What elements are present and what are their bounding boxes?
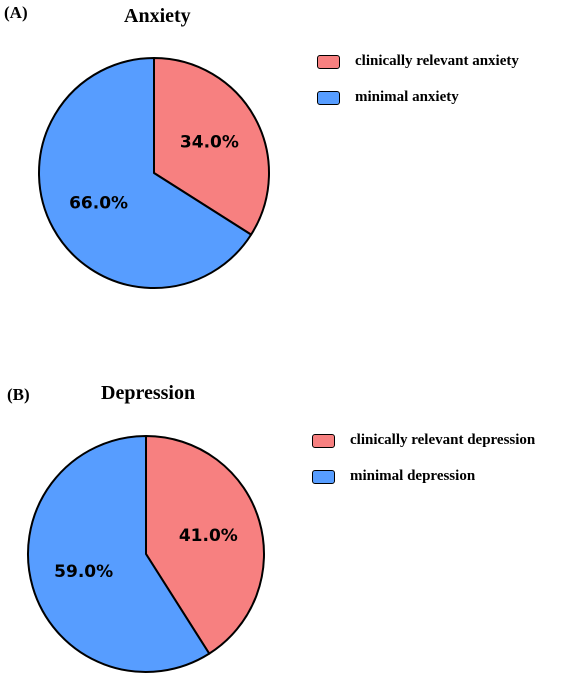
legend-swatch xyxy=(317,54,340,69)
slice-percent-label: 41.0% xyxy=(179,526,238,546)
anxiety-panel: 34.0% 66.0% (A) Anxiety clinically releva… xyxy=(0,0,582,337)
depression-pie-chart: 41.0% 59.0% xyxy=(27,435,265,673)
legend-item-minimal: minimal anxiety xyxy=(317,88,519,107)
panel-label: (B) xyxy=(7,385,30,404)
legend-swatch xyxy=(317,90,340,105)
panel-label: (A) xyxy=(4,3,28,22)
legend-item-clinically-relevant: clinically relevant anxiety xyxy=(317,52,519,71)
legend-label: minimal anxiety xyxy=(355,89,459,105)
legend-label: clinically relevant depression xyxy=(350,432,536,448)
legend-item-minimal: minimal depression xyxy=(312,467,535,486)
legend: clinically relevant depression minimal d… xyxy=(312,431,535,503)
chart-title: Anxiety xyxy=(124,5,191,27)
legend-swatch xyxy=(312,469,335,484)
slice-percent-label: 66.0% xyxy=(69,193,128,213)
depression-panel: 41.0% 59.0% (B) Depression clinically rel… xyxy=(0,337,582,675)
slice-percent-label: 59.0% xyxy=(54,562,113,582)
slice-percent-label: 34.0% xyxy=(180,133,239,153)
legend-swatch xyxy=(312,433,335,448)
anxiety-pie-chart: 34.0% 66.0% xyxy=(38,57,270,289)
pie-slice-minimal xyxy=(27,435,211,673)
chart-title: Depression xyxy=(101,382,196,404)
legend-label: clinically relevant anxiety xyxy=(355,53,519,69)
pie-slice-minimal xyxy=(38,57,253,289)
legend-label: minimal depression xyxy=(350,468,476,484)
legend: clinically relevant anxiety minimal anxi… xyxy=(317,52,519,124)
legend-item-clinically-relevant: clinically relevant depression xyxy=(312,431,535,450)
